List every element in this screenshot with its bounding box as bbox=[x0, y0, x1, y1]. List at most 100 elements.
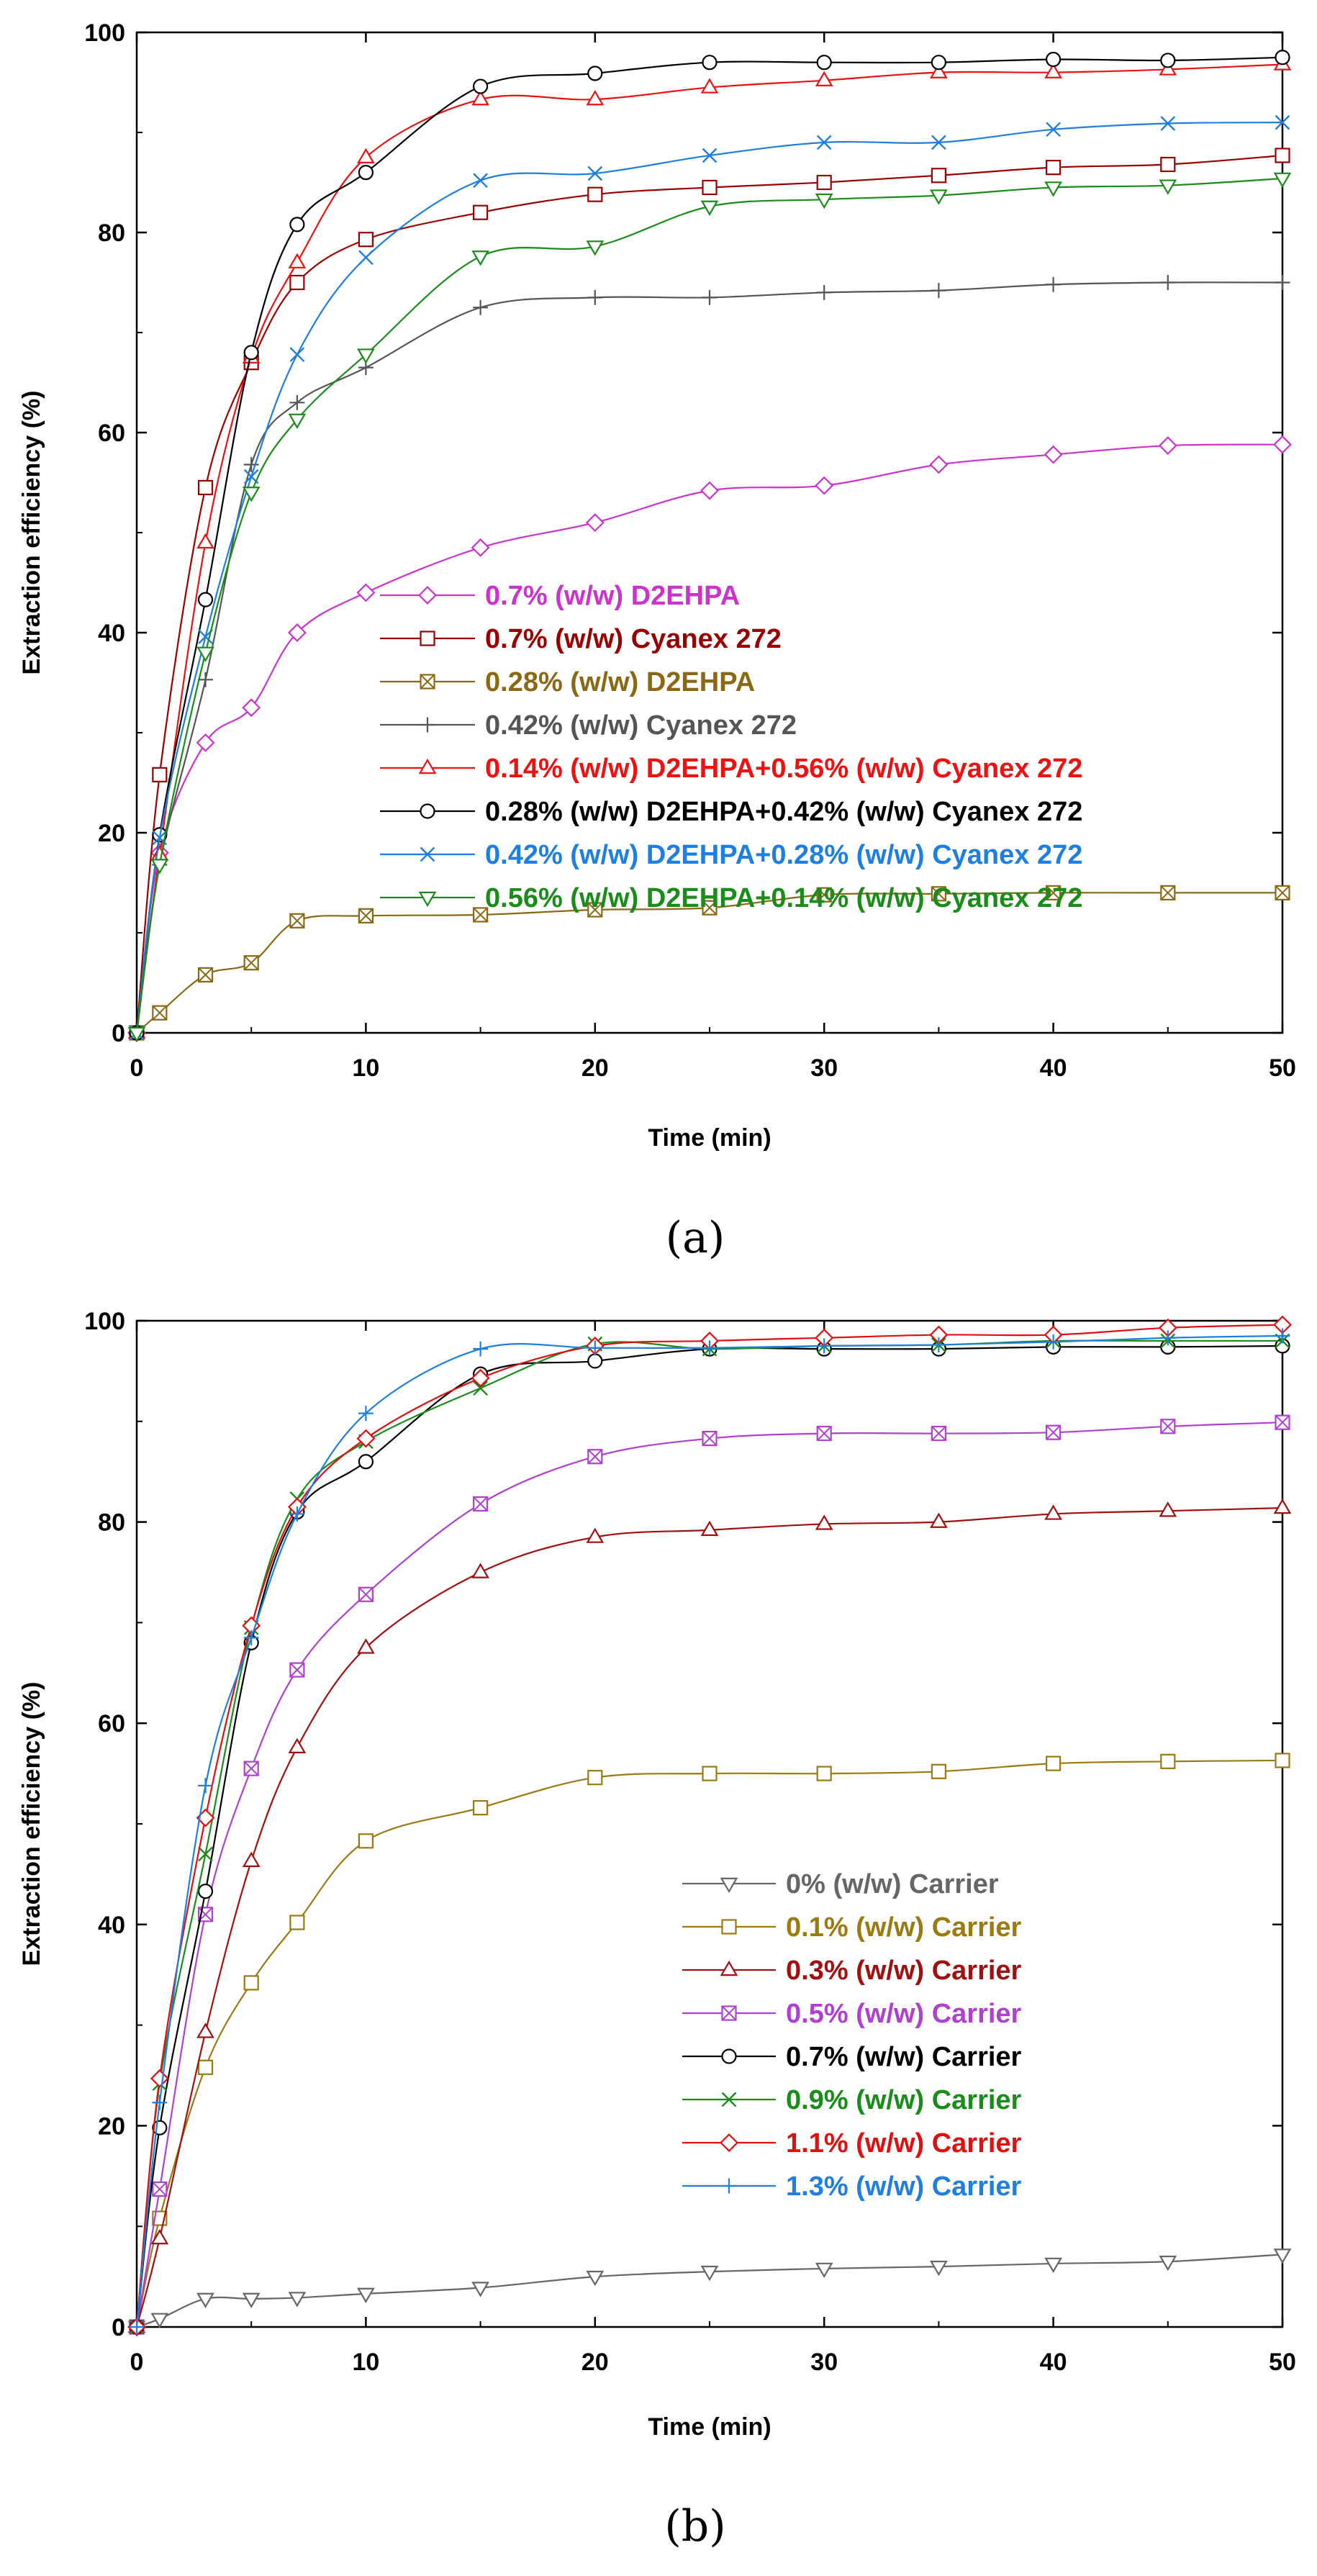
legend-label: 0% (w/w) Carrier bbox=[786, 1869, 999, 1899]
data-point bbox=[358, 232, 374, 248]
data-point bbox=[1160, 1330, 1176, 1346]
data-point bbox=[243, 955, 259, 971]
data-point bbox=[473, 299, 489, 315]
data-point bbox=[816, 174, 832, 191]
data-point bbox=[472, 78, 489, 94]
data-point bbox=[815, 476, 834, 495]
data-point bbox=[1045, 1755, 1062, 1771]
data-point bbox=[288, 2292, 307, 2308]
data-point bbox=[471, 1368, 490, 1388]
data-point bbox=[1046, 1334, 1062, 1350]
data-point bbox=[289, 1662, 305, 1678]
y-tick-label: 100 bbox=[84, 19, 125, 47]
data-point bbox=[1275, 50, 1290, 65]
series-line bbox=[135, 1506, 1283, 2328]
x-tick-label: 10 bbox=[352, 2349, 379, 2376]
legend-item: 0.7% (w/w) Carrier bbox=[682, 2042, 1022, 2072]
data-point bbox=[471, 2282, 489, 2297]
data-point bbox=[1275, 885, 1290, 901]
legend-item: 0.7% (w/w) D2EHPA bbox=[380, 581, 740, 611]
data-point bbox=[471, 538, 490, 557]
data-point bbox=[702, 148, 718, 163]
data-point bbox=[357, 348, 375, 364]
data-point bbox=[587, 1449, 603, 1465]
data-point bbox=[1160, 1419, 1176, 1434]
data-point bbox=[1045, 1424, 1062, 1440]
legend-item: 1.3% (w/w) Carrier bbox=[682, 2171, 1022, 2202]
plot-frame bbox=[135, 1319, 1284, 2328]
chart-a: 0 10 20 30 40 50 0 20 40 60 80 100 Time (min) Extract… bbox=[18, 19, 1296, 1263]
series-line bbox=[135, 177, 1283, 1034]
x-tick-label: 30 bbox=[810, 1054, 838, 1082]
data-point bbox=[197, 967, 214, 982]
data-point bbox=[358, 165, 374, 181]
data-point bbox=[129, 2319, 145, 2335]
data-point bbox=[288, 253, 307, 268]
data-point bbox=[1275, 1328, 1290, 1344]
data-point bbox=[289, 1915, 305, 1930]
data-point bbox=[152, 1005, 168, 1021]
legend-label: 0.28% (w/w) D2EHPA bbox=[485, 667, 755, 697]
data-point bbox=[930, 2260, 948, 2277]
legend-label: 0.28% (w/w) D2EHPA+0.42% (w/w) Cyanex 27… bbox=[485, 797, 1082, 827]
series-3 bbox=[129, 1414, 1290, 2335]
legend-item: 1.1% (w/w) Carrier bbox=[682, 2128, 1022, 2159]
series-5 bbox=[129, 1333, 1290, 2335]
data-point bbox=[931, 1763, 947, 1779]
data-point bbox=[1275, 114, 1290, 130]
series-7 bbox=[127, 172, 1292, 1043]
legend-label: 0.7% (w/w) D2EHPA bbox=[485, 581, 740, 611]
data-point bbox=[243, 457, 259, 472]
data-point bbox=[1046, 276, 1062, 292]
data-point bbox=[150, 2228, 169, 2245]
data-point bbox=[700, 481, 719, 500]
data-point bbox=[152, 2094, 168, 2110]
y-axis-title: Extraction efficiency (%) bbox=[18, 391, 45, 675]
data-point bbox=[1044, 2257, 1062, 2274]
legend-marker bbox=[720, 2133, 738, 2152]
data-point bbox=[242, 487, 261, 502]
legend-marker bbox=[721, 1919, 737, 1935]
data-point bbox=[243, 1761, 259, 1776]
data-point bbox=[931, 1425, 947, 1442]
legend-label: 1.3% (w/w) Carrier bbox=[786, 2171, 1022, 2202]
data-point bbox=[816, 887, 832, 903]
y-tick-label: 60 bbox=[98, 420, 125, 447]
data-point bbox=[586, 90, 605, 106]
y-tick-label: 40 bbox=[98, 1912, 125, 1939]
legend-item: 0.7% (w/w) Cyanex 272 bbox=[380, 624, 782, 654]
data-point bbox=[1275, 275, 1290, 290]
legend-label: 0.1% (w/w) Carrier bbox=[786, 1912, 1022, 1943]
y-tick-label: 100 bbox=[84, 1308, 125, 1335]
data-point bbox=[1045, 160, 1062, 176]
data-point bbox=[815, 193, 833, 209]
data-point bbox=[700, 1520, 719, 1537]
series-line bbox=[135, 1339, 1282, 2328]
x-tick-label: 40 bbox=[1040, 2349, 1067, 2376]
legend-marker bbox=[418, 586, 437, 605]
legend-marker bbox=[720, 1877, 738, 1894]
data-point bbox=[930, 189, 948, 205]
data-point bbox=[358, 250, 374, 266]
data-point bbox=[587, 1770, 603, 1786]
legend-label: 0.9% (w/w) Carrier bbox=[786, 2085, 1022, 2115]
data-point bbox=[358, 1406, 374, 1422]
data-point bbox=[198, 1778, 213, 1794]
x-tick-label: 10 bbox=[352, 1054, 379, 1082]
data-point bbox=[471, 90, 489, 106]
data-point bbox=[243, 1630, 259, 1645]
series-line bbox=[135, 281, 1283, 1034]
data-point bbox=[289, 913, 305, 928]
data-point bbox=[289, 394, 305, 410]
data-point bbox=[356, 583, 376, 602]
x-tick-label: 20 bbox=[581, 1054, 609, 1082]
data-point bbox=[356, 1429, 376, 1448]
y-tick-label: 40 bbox=[98, 620, 125, 647]
data-point bbox=[702, 289, 718, 305]
data-point bbox=[197, 1884, 214, 1899]
data-point bbox=[586, 1527, 605, 1543]
data-point bbox=[1160, 1753, 1176, 1769]
data-point bbox=[586, 240, 605, 256]
data-point bbox=[288, 413, 307, 430]
series-line bbox=[135, 1324, 1283, 2328]
